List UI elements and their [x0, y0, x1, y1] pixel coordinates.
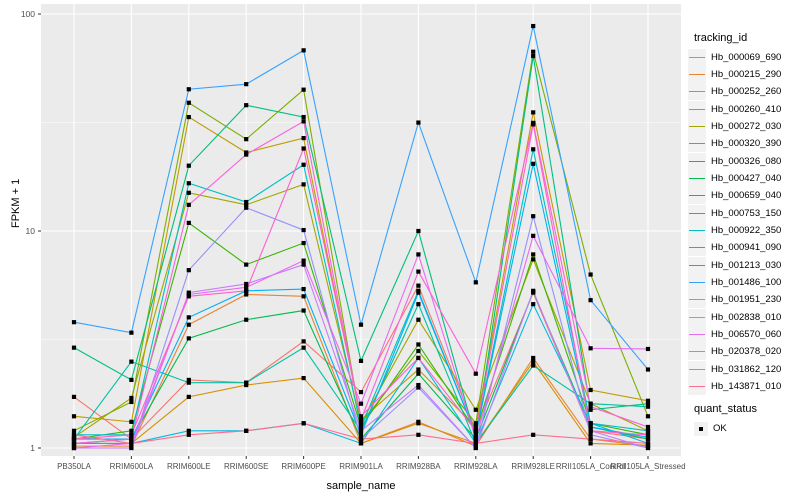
legend-item: Hb_031862_120	[688, 360, 781, 378]
legend-key-line-icon	[688, 117, 706, 135]
legend-item: Hb_006570_060	[688, 326, 781, 344]
legend-key-line-icon	[688, 222, 706, 239]
y-tick-label: 100	[21, 9, 35, 19]
legend-item: Hb_001486_100	[688, 274, 781, 292]
legend-key-line-icon	[688, 65, 706, 83]
legend-key-line-icon	[688, 274, 706, 292]
x-tick-label: RRIM928BA	[396, 462, 441, 471]
legend-item-label: Hb_000260_410	[711, 103, 782, 115]
legend-item-label: Hb_006570_060	[711, 329, 782, 341]
x-tick-label: RRIM928LA	[454, 462, 498, 471]
legend-item: Hb_000260_410	[688, 100, 781, 118]
filled-square-icon	[694, 421, 708, 436]
legend-key-line-icon	[688, 291, 706, 309]
legend-item-ok: OK	[688, 420, 727, 437]
legend-key-line-icon	[688, 48, 706, 66]
x-tick-label: RRIM600SE	[224, 462, 268, 471]
x-tick-label: PB350LA	[57, 462, 91, 471]
y-tick-label: 1	[30, 443, 35, 453]
legend-item-label: Hb_020378_020	[711, 346, 782, 358]
legend-item: Hb_000941_090	[688, 239, 781, 257]
legend-item: Hb_001951_230	[688, 291, 781, 309]
legend-key-line-icon	[688, 378, 706, 396]
legend-key-line-icon	[688, 343, 706, 361]
x-tick-label: RRIM901LA	[339, 462, 383, 471]
legend-item: Hb_000320_390	[688, 135, 781, 153]
legend-item-label: Hb_000252_260	[711, 86, 782, 98]
legend-item-label: Hb_000069_690	[711, 51, 782, 63]
legend-key-line-icon	[688, 239, 706, 257]
legend-item: Hb_000272_030	[688, 117, 781, 135]
legend-item-label: Hb_002838_010	[711, 311, 782, 323]
legend-item-label: Hb_000753_150	[711, 207, 782, 219]
legend-title-tracking-id: tracking_id	[694, 32, 748, 44]
legend-item-label: Hb_000272_030	[711, 120, 782, 132]
legend-key-line-icon	[688, 100, 706, 118]
legend-item-label: Hb_000427_040	[711, 172, 782, 184]
legend-key-line-icon	[688, 256, 706, 274]
legend-item: Hb_000252_260	[688, 83, 781, 101]
legend-key-line-icon	[688, 187, 706, 205]
legend-item: Hb_000069_690	[688, 48, 781, 66]
y-axis-title: FPKM + 1	[10, 178, 22, 228]
legend-key-line-icon	[688, 360, 706, 378]
legend-key-line-icon	[688, 308, 706, 326]
legend-item-label: Hb_000215_290	[711, 68, 782, 80]
legend-item: Hb_143871_010	[688, 378, 781, 396]
legend-item: Hb_001213_030	[688, 256, 781, 274]
legend-item-label: Hb_001951_230	[711, 294, 782, 306]
x-tick-label: RRIM600LE	[167, 462, 211, 471]
x-tick-label: RRII105LA_Stressed	[610, 462, 685, 471]
legend-key-line-icon	[688, 83, 706, 101]
legend-item: Hb_000427_040	[688, 169, 781, 187]
legend-item-label: Hb_001486_100	[711, 277, 782, 289]
legend-key-line-icon	[688, 204, 706, 222]
legend-key-line-icon	[688, 169, 706, 187]
legend-item-label: Hb_000659_040	[711, 190, 782, 202]
legend-title-quant-status: quant_status	[694, 403, 757, 415]
legend-item: Hb_000659_040	[688, 187, 781, 205]
legend-key-line-icon	[688, 135, 706, 153]
legend-item-label: Hb_000320_390	[711, 138, 782, 150]
legend-item-label: Hb_000922_350	[711, 225, 782, 236]
x-tick-label: RRII105LA_Control	[556, 462, 626, 471]
y-tick-label: 10	[26, 226, 36, 236]
legend-item-label: Hb_031862_120	[711, 363, 782, 375]
legend-item: Hb_000922_350	[688, 222, 781, 240]
x-tick-label: RRIM600LA	[110, 462, 154, 471]
legend-item-label: OK	[713, 423, 727, 434]
legend-item: Hb_000753_150	[688, 204, 781, 222]
legend-item: Hb_000215_290	[688, 65, 781, 83]
legend-item-label: Hb_000941_090	[711, 242, 782, 254]
legend-item-label: Hb_143871_010	[711, 381, 782, 393]
x-tick-label: RRIM600PE	[281, 462, 325, 471]
x-axis-title: sample_name	[326, 480, 396, 492]
legend-item-label: Hb_001213_030	[711, 259, 782, 271]
legend-item: Hb_020378_020	[688, 343, 781, 361]
legend: tracking_id Hb_000069_690 Hb_000215_290 Hb…	[686, 0, 800, 500]
legend-key-line-icon	[688, 152, 706, 170]
x-tick-label: RRIM928LE	[511, 462, 555, 471]
legend-item: Hb_000326_080	[688, 152, 781, 170]
legend-item-label: Hb_000326_080	[711, 155, 782, 167]
legend-key-line-icon	[688, 326, 706, 344]
legend-item: Hb_002838_010	[688, 308, 781, 326]
